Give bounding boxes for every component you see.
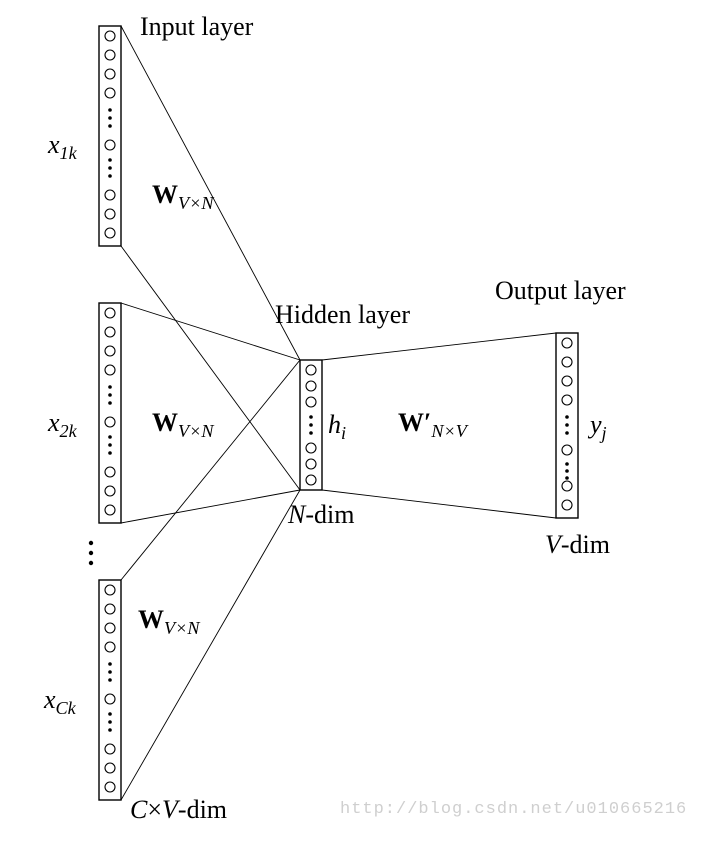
hidden-layer-label: Hidden layer <box>275 300 410 330</box>
hi-label: hi <box>328 410 346 444</box>
input-layer-label: Input layer <box>140 12 253 42</box>
x1k-label: x1k <box>48 130 77 164</box>
watermark-text: http://blog.csdn.net/u010665216 <box>340 800 687 819</box>
Wprime-label: W′N×V <box>398 408 467 442</box>
W1-label: WV×N <box>152 180 214 214</box>
yj-label: yj <box>590 410 607 444</box>
output-layer-label: Output layer <box>495 276 626 306</box>
W2-label: WV×N <box>152 408 214 442</box>
W3-label: WV×N <box>138 605 200 639</box>
x2k-label: x2k <box>48 408 77 442</box>
ndim-label: N-dim <box>288 500 354 530</box>
diagram-canvas: { "diagram": { "type": "network", "strok… <box>0 0 710 849</box>
vdim-label: V-dim <box>545 530 610 560</box>
cvdim-label: C×V-dim <box>130 795 227 825</box>
xCk-label: xCk <box>44 685 76 719</box>
